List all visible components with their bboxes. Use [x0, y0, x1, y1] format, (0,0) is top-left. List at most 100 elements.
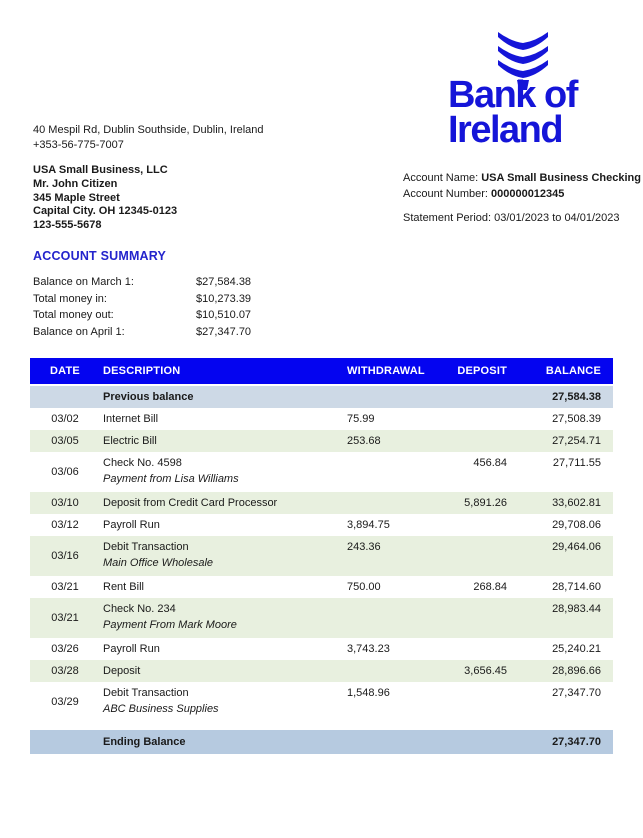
cell-balance: 28,714.60: [552, 581, 601, 593]
summary-row: Balance on March 1: $27,584.38: [33, 274, 251, 291]
transaction-rows: Previous balance 27,584.38 03/02 Internet B…: [30, 386, 613, 754]
cell-deposit: 3,656.45: [464, 665, 507, 677]
table-row: 03/06 Check No. 4598 Payment from Lisa Wil…: [30, 452, 613, 492]
column-header-withdrawal: WITHDRAWAL: [347, 365, 425, 377]
summary-label: Balance on March 1:: [33, 276, 134, 289]
cell-withdrawal: 1,548.96: [347, 687, 390, 699]
cell-balance: 27,347.70: [552, 687, 601, 699]
cell-description: Ending Balance: [100, 736, 347, 748]
cell-balance: 28,896.66: [552, 665, 601, 677]
description-main: Debit Transaction: [103, 687, 189, 699]
summary-label: Balance on April 1:: [33, 325, 125, 338]
column-header-description: DESCRIPTION: [103, 365, 181, 377]
cell-balance: 27,584.38: [552, 391, 601, 403]
customer-company: USA Small Business, LLC: [33, 164, 168, 176]
cell-description: Deposit: [100, 665, 347, 677]
cell-withdrawal: 3,894.75: [347, 519, 390, 531]
table-row: 03/10 Deposit from Credit Card Processor 5…: [30, 492, 613, 514]
description-main: Internet Bill: [103, 413, 159, 425]
cell-description: Electric Bill: [100, 435, 347, 447]
statement-period: Statement Period: 03/01/2023 to 04/01/20…: [403, 212, 620, 224]
customer-street: 345 Maple Street: [33, 191, 120, 204]
cell-deposit: [430, 536, 512, 541]
cell-description: Deposit from Credit Card Processor: [100, 497, 347, 509]
description-main: Payroll Run: [103, 519, 160, 531]
cell-balance: 29,464.06: [552, 541, 601, 553]
cell-withdrawal: 75.99: [347, 413, 375, 425]
description-main: Rent Bill: [103, 581, 144, 593]
table-row: Ending Balance 27,347.70: [30, 730, 613, 754]
account-info-block: Account Name: USA Small Business Checking…: [403, 171, 641, 227]
table-row: Previous balance 27,584.38: [30, 386, 613, 408]
cell-date: 03/21: [51, 581, 79, 593]
cell-description: Payroll Run: [100, 519, 347, 531]
account-number-row: Account Number: 000000012345: [403, 187, 641, 203]
description-main: Previous balance: [103, 391, 194, 403]
summary-value: $10,273.39: [196, 292, 252, 305]
bank-address-block: 40 Mespil Rd, Dublin Southside, Dublin, …: [33, 123, 264, 152]
cell-date: 03/29: [51, 696, 79, 708]
cell-balance: 27,347.70: [552, 736, 601, 748]
cell-description: Rent Bill: [100, 581, 347, 593]
description-main: Deposit: [103, 665, 141, 677]
cell-balance: 25,240.21: [552, 643, 601, 655]
cell-deposit: 5,891.26: [464, 497, 507, 509]
description-main: Ending Balance: [103, 736, 186, 748]
table-row: 03/21 Check No. 234 Payment From Mark Moor…: [30, 598, 613, 638]
description-main: Check No. 4598: [103, 457, 182, 469]
summary-value: $10,510.07: [196, 309, 252, 322]
cell-balance: 29,708.06: [552, 519, 601, 531]
cell-balance: 33,602.81: [552, 497, 601, 509]
table-row: 03/29 Debit Transaction ABC Business Suppl…: [30, 682, 613, 722]
account-summary-heading: ACCOUNT SUMMARY: [33, 249, 167, 263]
cell-date: 03/21: [51, 612, 79, 624]
cell-date: 03/05: [51, 435, 79, 447]
cell-date: 03/10: [51, 497, 79, 509]
cell-withdrawal: [347, 598, 430, 603]
description-detail: Payment from Lisa Williams: [103, 473, 239, 485]
cell-description: Check No. 4598 Payment from Lisa Williams: [100, 452, 347, 485]
bank-of-ireland-chevrons-icon: [496, 31, 550, 91]
table-header-row: DATE DESCRIPTION WITHDRAWAL DEPOSIT BALA…: [30, 358, 613, 384]
account-summary-list: Balance on March 1: $27,584.38 Total mon…: [33, 274, 251, 340]
transactions-table: DATE DESCRIPTION WITHDRAWAL DEPOSIT BALA…: [30, 358, 613, 754]
customer-phone: 123-555-5678: [33, 219, 102, 232]
cell-description: Debit Transaction ABC Business Supplies: [100, 682, 347, 715]
summary-row: Total money in: $10,273.39: [33, 291, 251, 308]
cell-date: 03/12: [51, 519, 79, 531]
summary-label: Total money out:: [33, 309, 114, 322]
cell-balance: 27,508.39: [552, 413, 601, 425]
column-header-deposit: DEPOSIT: [457, 365, 507, 377]
table-row: 03/26 Payroll Run 3,743.23 25,240.21: [30, 638, 613, 660]
account-name-value: USA Small Business Checking: [481, 172, 641, 184]
customer-address-block: USA Small Business, LLC Mr. John Citizen…: [33, 164, 177, 233]
column-header-balance: BALANCE: [545, 365, 601, 377]
cell-deposit: 456.84: [473, 457, 507, 469]
customer-city: Capital City. OH 12345-0123: [33, 205, 178, 218]
bank-logo-wordmark: Bank of Ireland: [448, 76, 578, 151]
cell-description: Debit Transaction Main Office Wholesale: [100, 536, 347, 569]
cell-description: Previous balance: [100, 391, 347, 403]
cell-date: 03/06: [51, 466, 79, 478]
account-number-label: Account Number:: [403, 187, 488, 200]
cell-deposit: [430, 598, 512, 603]
cell-withdrawal: 3,743.23: [347, 643, 390, 655]
cell-deposit: [430, 682, 512, 687]
table-row: 03/21 Rent Bill 750.00 268.84 28,714.60: [30, 576, 613, 598]
logo-line-2: Ireland: [448, 109, 564, 151]
cell-withdrawal: 750.00: [347, 581, 381, 593]
account-number-value: 000000012345: [490, 187, 565, 200]
account-name-row: Account Name: USA Small Business Checking: [403, 171, 641, 187]
description-detail: ABC Business Supplies: [103, 703, 219, 715]
cell-description: Payroll Run: [100, 643, 347, 655]
summary-row: Total money out: $10,510.07: [33, 307, 251, 324]
bank-phone: +353-56-775-7007: [33, 138, 124, 151]
cell-balance: 27,254.71: [552, 435, 601, 447]
table-row: 03/16 Debit Transaction Main Office Wholes…: [30, 536, 613, 576]
description-main: Payroll Run: [103, 643, 160, 655]
cell-balance: 27,711.55: [552, 457, 601, 469]
bank-address-line: 40 Mespil Rd, Dublin Southside, Dublin, …: [33, 124, 264, 136]
cell-description: Check No. 234 Payment From Mark Moore: [100, 598, 347, 631]
description-detail: Main Office Wholesale: [103, 557, 214, 569]
